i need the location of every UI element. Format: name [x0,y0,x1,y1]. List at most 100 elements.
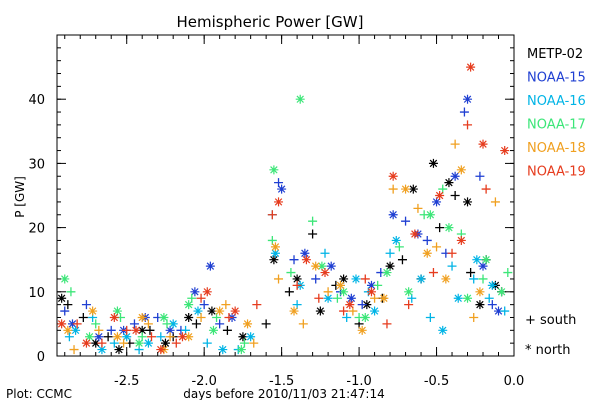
point-north-noaa-18 [357,325,367,335]
point-north-noaa-17 [236,345,246,355]
point-north-metp-02 [269,255,279,265]
data-marks [57,62,513,355]
point-north-noaa-19 [478,139,488,149]
point-north-metp-02 [238,332,248,342]
point-north-metp-02 [362,300,372,310]
point-north-metp-02 [137,325,147,335]
point-north-noaa-16 [270,248,280,258]
point-north-noaa-16 [416,274,426,284]
point-north-metp-02 [339,274,349,284]
point-south-noaa-17 [308,216,318,226]
y-tick-label: 0 [37,350,45,365]
point-north-noaa-15 [450,171,460,181]
point-north-noaa-18 [215,306,225,316]
point-north-noaa-17 [60,274,70,284]
point-south-noaa-17 [91,319,101,329]
point-north-noaa-15 [388,210,398,220]
point-north-noaa-17 [295,94,305,104]
point-south-noaa-18 [490,197,500,207]
y-tick-label: 40 [28,93,45,108]
point-south-noaa-15 [289,255,299,265]
point-north-noaa-17 [112,306,122,316]
point-north-noaa-15 [277,184,287,194]
point-south-noaa-18 [323,287,333,297]
point-south-noaa-18 [143,319,153,329]
point-south-noaa-19 [196,293,206,303]
y-tick-label: 30 [28,157,45,172]
point-north-noaa-18 [422,248,432,258]
point-north-noaa-17 [134,338,144,348]
point-south-noaa-19 [447,248,457,258]
point-south-noaa-18 [249,338,259,348]
point-north-noaa-18 [379,293,389,303]
point-south-noaa-18 [119,338,129,348]
point-north-noaa-18 [401,184,411,194]
point-north-noaa-15 [326,261,336,271]
legend-item-metp-02: METP-02 [527,47,583,62]
point-north-noaa-19 [456,235,466,245]
point-north-noaa-16 [143,338,153,348]
point-south-noaa-19 [314,293,324,303]
point-north-noaa-16 [168,319,178,329]
point-north-noaa-16 [438,325,448,335]
point-south-noaa-15 [215,319,225,329]
point-north-noaa-15 [94,332,104,342]
plot-credit: Plot: CCMC [6,387,72,400]
point-south-noaa-15 [311,274,321,284]
point-south-noaa-19 [72,319,82,329]
point-south-noaa-16 [500,306,510,316]
point-north-noaa-19 [202,287,212,297]
point-south-noaa-18 [432,242,442,252]
point-north-noaa-17 [444,223,454,233]
point-north-metp-02 [184,312,194,322]
point-north-noaa-16 [487,280,497,290]
point-south-noaa-18 [413,203,423,213]
point-north-noaa-19 [81,338,91,348]
series-noaa-19 [57,62,510,355]
point-south-noaa-19 [428,268,438,278]
point-south-metp-02 [397,255,407,265]
plot-axes: -2.5 -2.0 -1.5 -1.0 -0.5 0.0 0 10 20 30 40 [28,34,524,389]
x-tick-label: -2.5 [114,374,139,389]
point-north-noaa-17 [404,287,414,297]
point-north-noaa-19 [388,171,398,181]
point-south-noaa-17 [66,287,76,297]
point-north-noaa-15 [205,261,215,271]
point-south-noaa-19 [404,300,414,310]
point-north-metp-02 [475,300,485,310]
point-north-noaa-18 [112,332,122,342]
marker-legend-south: + south [525,313,576,328]
point-south-noaa-19 [97,338,107,348]
point-south-noaa-17 [503,268,513,278]
point-north-noaa-19 [156,345,166,355]
point-north-noaa-16 [71,325,81,335]
point-south-noaa-19 [463,120,473,130]
point-south-noaa-18 [450,139,460,149]
y-tick-label: 10 [28,286,45,301]
point-north-metp-02 [207,306,217,316]
point-south-noaa-16 [385,248,395,258]
point-north-noaa-19 [320,268,330,278]
point-south-noaa-15 [401,216,411,226]
point-south-metp-02 [103,332,113,342]
point-north-noaa-16 [323,293,333,303]
point-north-metp-02 [385,261,395,271]
point-north-noaa-18 [475,287,485,297]
point-south-noaa-17 [286,268,296,278]
point-south-noaa-15 [357,300,367,310]
legend-item-noaa-15: NOAA-15 [527,71,586,86]
point-north-metp-02 [114,345,124,355]
point-north-noaa-16 [97,345,107,355]
point-south-metp-02 [222,325,232,335]
point-south-noaa-16 [425,312,435,322]
point-south-noaa-18 [94,325,104,335]
point-north-noaa-15 [190,287,200,297]
point-south-noaa-19 [339,306,349,316]
point-north-noaa-17 [269,165,279,175]
point-north-noaa-15 [67,319,77,329]
point-south-noaa-19 [360,274,370,284]
x-tick-label: -0.5 [424,374,449,389]
point-south-noaa-17 [478,274,488,284]
x-axis-label: days before 2010/11/03 21:47:14 [183,387,384,400]
